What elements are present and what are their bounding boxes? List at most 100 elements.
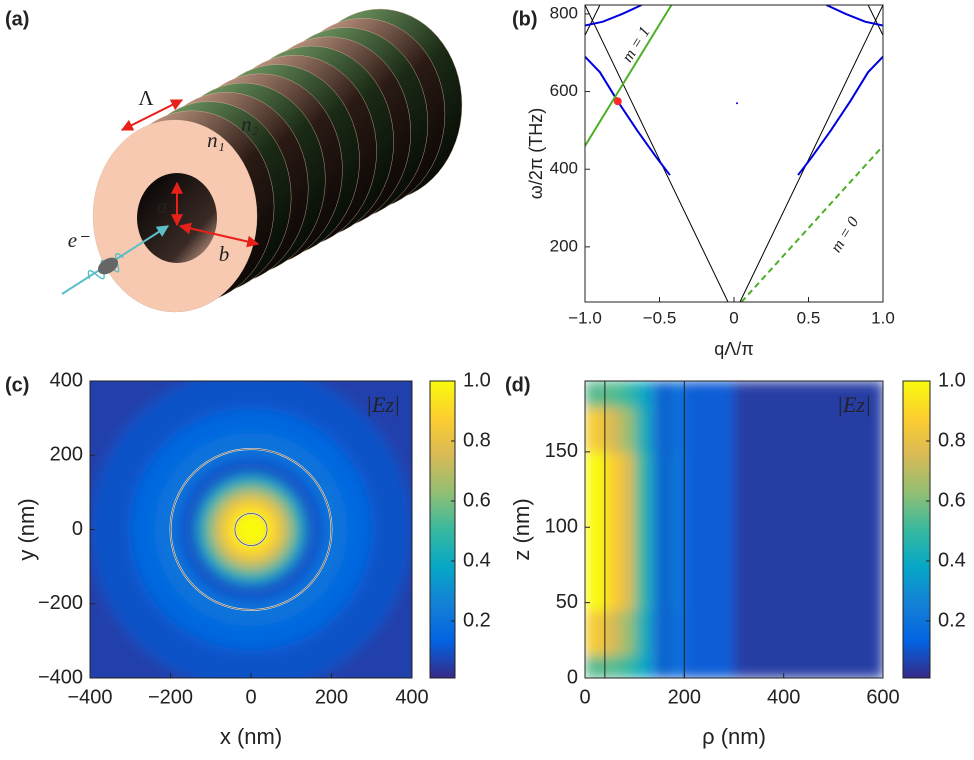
line — [585, 5, 671, 146]
colorbar-tick-label: 0.6 — [938, 489, 966, 511]
colorbar-tick-label: 0.4 — [463, 549, 491, 571]
heat-cell — [669, 655, 684, 678]
x-tick-label: 600 — [866, 686, 899, 708]
y-tick-label: 200 — [550, 236, 578, 255]
heat-cell — [635, 610, 650, 656]
heat-cell — [650, 381, 660, 407]
y-tick-label: −400 — [38, 666, 83, 688]
colorbar-tick-label: 1.0 — [463, 369, 491, 391]
line — [798, 57, 883, 175]
heat-cell — [660, 407, 670, 453]
heat-cell — [669, 452, 684, 611]
x-tick-label: 400 — [767, 686, 800, 708]
heat-cell — [734, 452, 884, 611]
line — [585, 57, 670, 175]
colorbar-tick-label: 0.8 — [938, 429, 966, 451]
heat-cell — [620, 452, 635, 611]
y-tick-label: 150 — [545, 440, 578, 462]
heat-cell — [635, 407, 650, 453]
heat-cell — [669, 381, 684, 407]
x-axis-label: ρ (nm) — [702, 724, 766, 749]
colorbar — [903, 381, 930, 678]
diagram-label: Λ — [138, 86, 154, 110]
y-axis-label: z (nm) — [509, 498, 534, 560]
x-tick-label: 200 — [668, 686, 701, 708]
y-tick-label: 50 — [556, 591, 578, 613]
heat-cell — [605, 610, 620, 656]
heat-cell — [605, 452, 620, 611]
heat-cell — [669, 610, 684, 656]
heat-cell — [635, 655, 650, 678]
x-tick-label: 1.0 — [871, 308, 895, 327]
heat-cell — [605, 655, 620, 678]
heat-cell — [684, 655, 734, 678]
colorbar-tick-label: 0.2 — [938, 609, 966, 631]
annotation: m = 1 — [619, 24, 654, 66]
heat-cell — [684, 610, 734, 656]
heat-cell — [585, 407, 605, 453]
colorbar-tick-label: 0.4 — [938, 549, 966, 571]
colorbar-tick-label: 0.2 — [463, 609, 491, 631]
y-tick-label: 0 — [567, 666, 578, 688]
panel-label: (d) — [505, 374, 531, 396]
panel-title: |Ez| — [366, 392, 400, 417]
x-axis-label: qΛ/π — [714, 339, 753, 359]
panel-label: (a) — [5, 8, 29, 30]
x-tick-label: 0.5 — [797, 308, 821, 327]
x-tick-label: −0.5 — [643, 308, 677, 327]
diagram-label: e⁻ — [68, 228, 90, 252]
heat-cell — [734, 610, 884, 656]
heat-cell — [620, 610, 635, 656]
line — [740, 5, 883, 302]
panel-title: |Ez| — [837, 392, 871, 417]
y-axis-label: y (nm) — [14, 498, 39, 560]
x-tick-label: 0 — [579, 686, 590, 708]
heat-cell — [650, 610, 660, 656]
x-tick-label: 200 — [315, 686, 348, 708]
heat-cell — [684, 452, 734, 611]
plot-area — [585, 381, 884, 679]
x-axis-label: x (nm) — [220, 724, 282, 749]
heat-cell — [620, 381, 635, 407]
heat-cell — [660, 610, 670, 656]
x-tick-label: 400 — [395, 686, 428, 708]
y-tick-label: 200 — [50, 444, 83, 466]
heat-cell — [684, 381, 734, 407]
heat-cell — [669, 407, 684, 453]
diagram-label: n₁ — [207, 128, 225, 152]
heat-cell — [585, 381, 605, 407]
point — [736, 102, 738, 104]
panel-label: (b) — [512, 8, 538, 30]
heat-cell — [684, 407, 734, 453]
colorbar — [430, 381, 455, 678]
x-tick-label: −1.0 — [568, 308, 602, 327]
heat-cell — [585, 452, 605, 611]
y-tick-label: 600 — [550, 81, 578, 100]
heat-cell — [585, 610, 605, 656]
heat-cell — [605, 407, 620, 453]
y-tick-label: −200 — [38, 592, 83, 614]
colorbar-tick-label: 1.0 — [938, 369, 966, 391]
annotation: m = 0 — [828, 214, 863, 256]
y-tick-label: 100 — [545, 516, 578, 538]
heat-cell — [660, 655, 670, 678]
heat-cell — [585, 655, 605, 678]
heat-cell — [620, 407, 635, 453]
y-tick-label: 800 — [550, 3, 578, 22]
field-ring — [233, 511, 269, 547]
line — [585, 5, 728, 302]
heat-cell — [650, 655, 660, 678]
heat-cell — [605, 381, 620, 407]
heat-cell — [620, 655, 635, 678]
x-tick-label: 0 — [729, 308, 738, 327]
heat-cell — [650, 452, 660, 611]
heat-cell — [734, 655, 884, 678]
diagram-label: n₂ — [241, 112, 259, 136]
colorbar-tick-label: 0.8 — [463, 429, 491, 451]
colorbar-tick-label: 0.6 — [463, 489, 491, 511]
heat-cell — [635, 381, 650, 407]
x-tick-label: −200 — [148, 686, 193, 708]
x-tick-label: 0 — [245, 686, 256, 708]
heat-cell — [660, 452, 670, 611]
